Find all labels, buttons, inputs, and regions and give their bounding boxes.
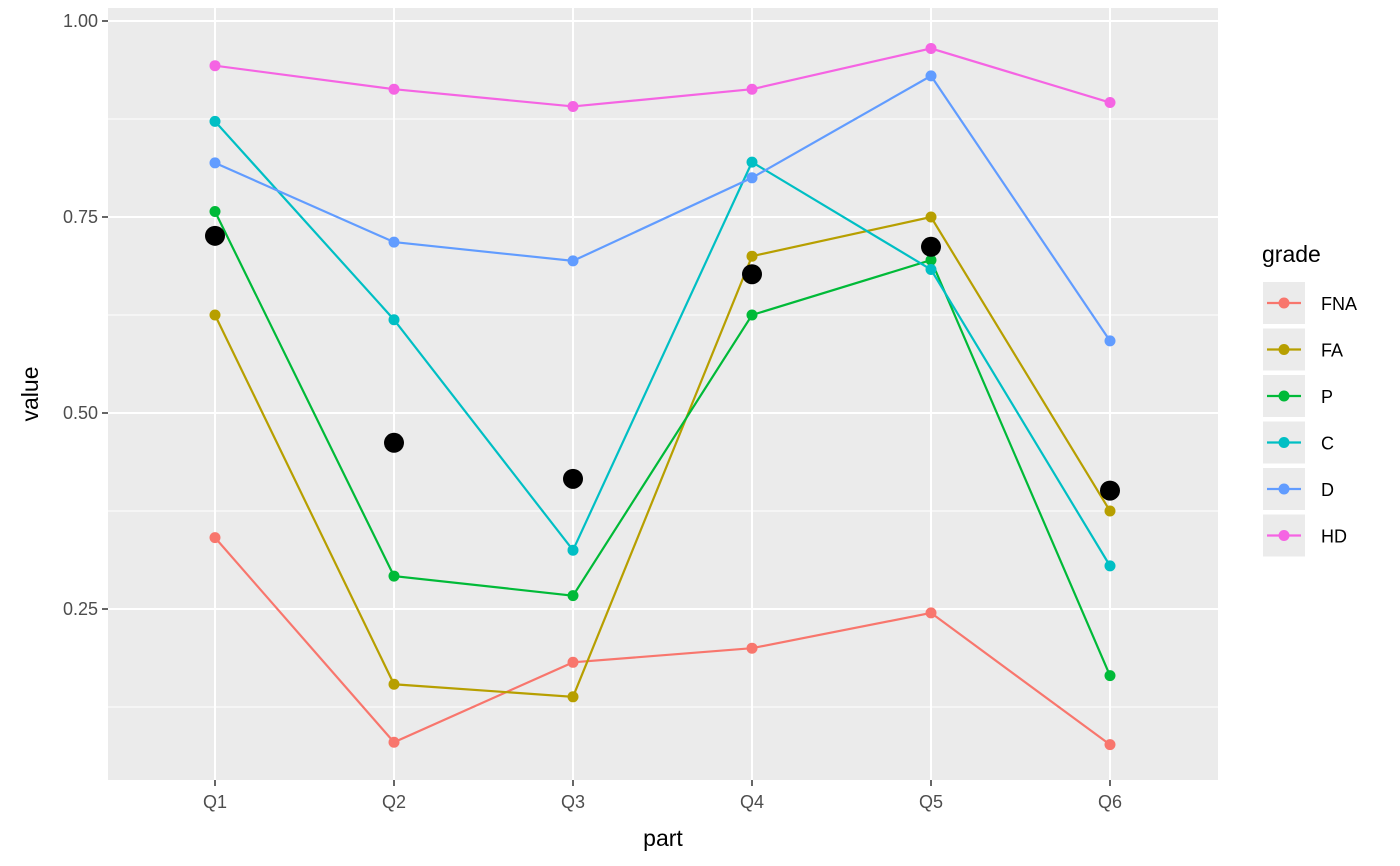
legend-item-hd: HD — [1263, 514, 1347, 557]
legend-key-point — [1278, 483, 1290, 495]
mean-point — [742, 264, 762, 285]
legend-label: FNA — [1321, 294, 1357, 314]
legend-key-point — [1278, 390, 1290, 402]
series-point-fa — [209, 309, 221, 321]
y-tick-label: 0.75 — [63, 207, 98, 227]
series-point-d — [388, 236, 400, 248]
series-point-c — [567, 544, 579, 556]
y-axis: 0.25 0.50 0.75 1.00 — [63, 11, 108, 619]
legend-key-point — [1278, 297, 1290, 309]
mean-point — [921, 236, 941, 257]
legend-label: HD — [1321, 527, 1347, 547]
mean-point — [1100, 480, 1120, 501]
legend-label: C — [1321, 434, 1334, 454]
series-point-fa — [567, 691, 579, 703]
legend-label: P — [1321, 387, 1333, 407]
y-axis-title: value — [17, 367, 43, 422]
mean-point — [205, 225, 225, 246]
legend-key-point — [1278, 530, 1290, 541]
grid-major — [108, 8, 1218, 780]
mean-point — [563, 468, 583, 489]
series-point-c — [209, 115, 221, 127]
series-point-hd — [567, 100, 579, 112]
series-point-d — [746, 172, 758, 184]
series-point-d — [1104, 335, 1116, 347]
series-point-fna — [209, 532, 221, 544]
series-point-fna — [746, 642, 758, 654]
series-layer — [209, 42, 1116, 751]
series-point-p — [1104, 670, 1116, 682]
series-line-fna — [214, 536, 1111, 746]
series-point-fna — [925, 607, 937, 619]
legend-label: FA — [1321, 341, 1343, 361]
legend-label: D — [1321, 480, 1334, 500]
legend-key-point — [1278, 344, 1290, 355]
x-tick-label: Q6 — [1098, 792, 1122, 812]
legend-item-fa: FA — [1263, 328, 1343, 371]
x-axis-title: part — [643, 825, 683, 851]
legend-item-p: P — [1263, 375, 1333, 417]
series-point-c — [1104, 560, 1116, 572]
series-point-p — [746, 309, 758, 321]
series-line-hd — [214, 47, 1111, 108]
series-point-d — [209, 157, 221, 169]
legend: grade FNA FA P C D HD — [1262, 241, 1357, 557]
plot-panel — [108, 8, 1218, 780]
legend-key-point — [1278, 437, 1290, 448]
series-line-d — [214, 74, 1111, 342]
series-point-fna — [388, 736, 400, 748]
series-point-c — [925, 264, 937, 276]
series-point-hd — [746, 83, 758, 95]
series-point-c — [388, 314, 400, 326]
series-point-p — [567, 590, 579, 602]
series-point-p — [388, 570, 400, 582]
series-point-c — [746, 156, 758, 168]
series-point-hd — [209, 60, 221, 72]
x-tick-label: Q1 — [203, 792, 227, 812]
series-point-hd — [925, 42, 937, 54]
mean-points-layer — [205, 225, 1120, 501]
series-point-fa — [1104, 505, 1116, 517]
legend-title: grade — [1262, 241, 1321, 267]
series-point-hd — [388, 83, 400, 95]
series-point-fa — [388, 678, 400, 690]
mean-point — [384, 432, 404, 453]
grid-minor — [108, 118, 1218, 708]
series-point-fa — [925, 211, 937, 223]
y-tick-label: 0.25 — [63, 599, 98, 619]
x-tick-label: Q5 — [919, 792, 943, 812]
x-tick-label: Q2 — [382, 792, 406, 812]
x-axis: Q1 Q2 Q3 Q4 Q5 Q6 — [203, 780, 1122, 812]
series-point-fa — [746, 250, 758, 262]
legend-item-d: D — [1263, 468, 1334, 510]
legend-item-fna: FNA — [1263, 282, 1357, 324]
series-point-hd — [1104, 97, 1116, 109]
y-tick-label: 1.00 — [63, 11, 98, 31]
x-tick-label: Q3 — [561, 792, 585, 812]
y-tick-label: 0.50 — [63, 403, 98, 423]
series-point-p — [209, 206, 221, 218]
series-point-p — [925, 254, 937, 266]
series-line-fa — [214, 215, 1111, 698]
series-point-d — [567, 255, 579, 267]
x-tick-label: Q4 — [740, 792, 764, 812]
series-line-p — [214, 211, 1112, 677]
legend-item-c: C — [1263, 421, 1334, 464]
series-point-fna — [567, 656, 579, 668]
series-point-fna — [1104, 739, 1116, 751]
series-line-c — [214, 120, 1111, 567]
series-point-d — [925, 70, 937, 82]
